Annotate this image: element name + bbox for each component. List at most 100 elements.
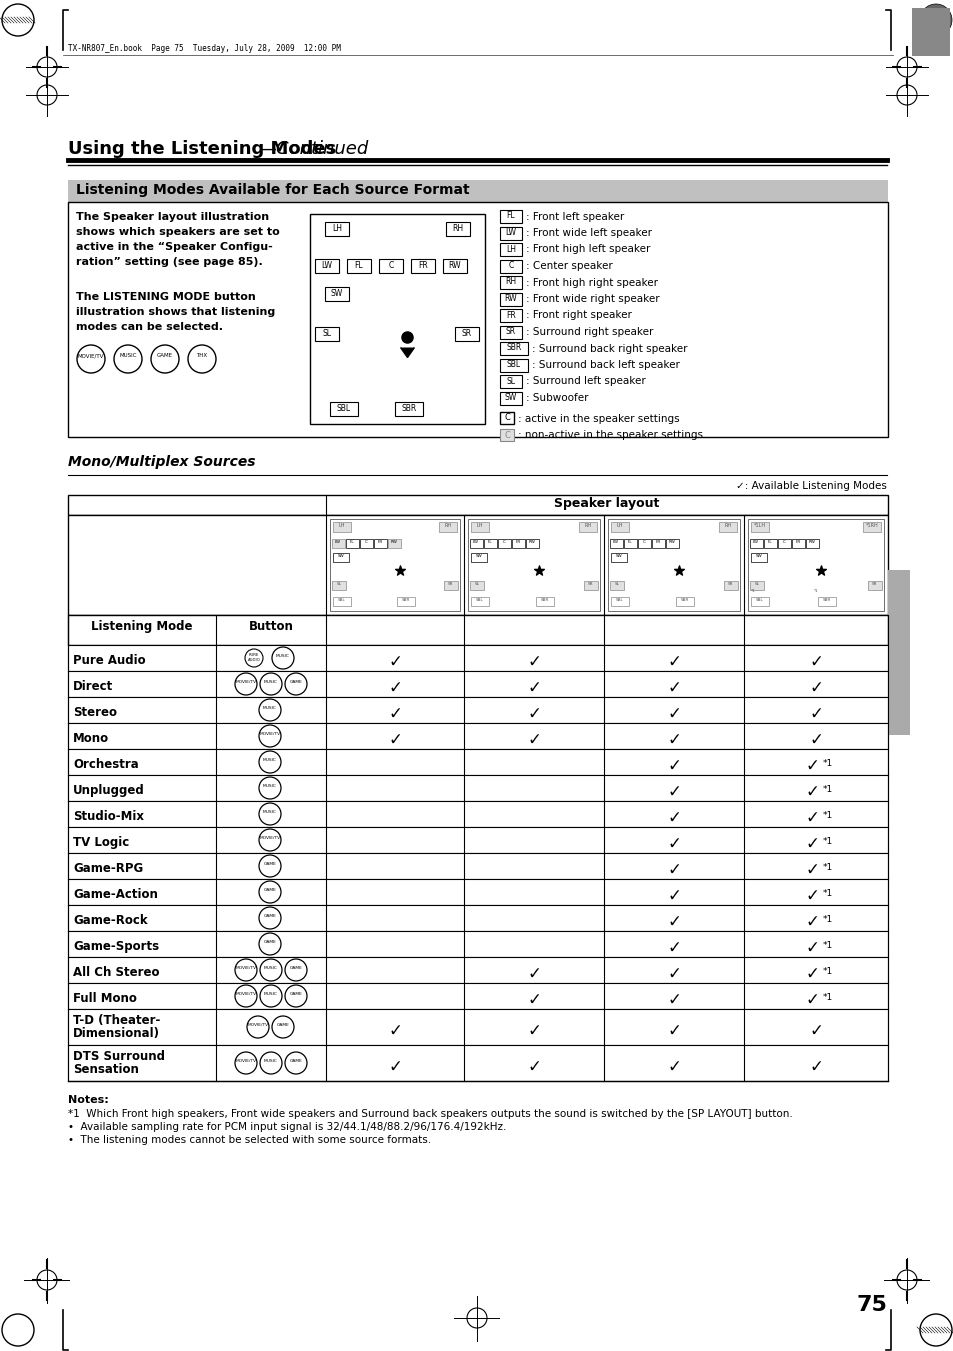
Text: MOVIE/TV: MOVIE/TV — [235, 1059, 256, 1063]
Text: ✓: ✓ — [388, 705, 401, 723]
Circle shape — [260, 985, 282, 1006]
Text: SL: SL — [336, 582, 341, 586]
Bar — [778, 539, 790, 549]
Bar — [68, 671, 887, 697]
Text: ✓: ✓ — [804, 784, 818, 801]
Text: ✓: ✓ — [804, 861, 818, 880]
Text: MOVIE/TV: MOVIE/TV — [235, 966, 256, 970]
Text: 75: 75 — [855, 1296, 886, 1315]
Circle shape — [258, 934, 281, 955]
Text: RH: RH — [444, 523, 451, 528]
Text: FL: FL — [350, 540, 354, 544]
Text: GAME: GAME — [276, 1023, 289, 1027]
Circle shape — [258, 830, 281, 851]
Text: RW: RW — [448, 261, 461, 270]
Bar — [512, 539, 524, 549]
Text: Direct: Direct — [73, 680, 113, 693]
Text: SR: SR — [461, 330, 472, 338]
Bar — [791, 539, 804, 549]
Bar — [68, 1046, 887, 1081]
Text: ✓: ✓ — [666, 913, 680, 931]
Bar — [911, 8, 949, 55]
Bar — [499, 309, 521, 322]
Bar — [68, 180, 887, 203]
Text: : Surround back right speaker: : Surround back right speaker — [532, 343, 687, 354]
Text: GAME: GAME — [290, 992, 302, 996]
Bar — [395, 403, 422, 416]
Text: : Subwoofer: : Subwoofer — [525, 393, 588, 403]
Text: SBL: SBL — [336, 404, 351, 413]
Text: MOVIE/TV: MOVIE/TV — [235, 680, 256, 684]
Bar — [723, 581, 738, 590]
Text: RH: RH — [723, 523, 731, 528]
Text: SR: SR — [505, 327, 516, 336]
Text: SW: SW — [504, 393, 517, 403]
Text: SW: SW — [476, 554, 482, 558]
Text: ✓: ✓ — [388, 1021, 401, 1040]
Text: SBR: SBR — [401, 404, 416, 413]
Bar — [68, 203, 887, 436]
Text: : Front wide left speaker: : Front wide left speaker — [525, 228, 651, 238]
Text: ✓: ✓ — [666, 888, 680, 905]
Bar — [68, 1009, 887, 1046]
Text: active in the “Speaker Configu-: active in the “Speaker Configu- — [76, 242, 273, 253]
Bar — [499, 276, 521, 289]
Bar — [68, 984, 887, 1009]
Text: SL: SL — [322, 330, 331, 338]
Circle shape — [188, 345, 215, 373]
Bar — [749, 539, 762, 549]
Text: Mono: Mono — [73, 732, 109, 744]
Text: Game-Action: Game-Action — [73, 888, 157, 901]
Text: TV Logic: TV Logic — [73, 836, 129, 848]
Bar — [536, 597, 554, 607]
Bar — [455, 327, 478, 340]
Bar — [310, 213, 484, 424]
Circle shape — [258, 881, 281, 902]
Text: ✓: ✓ — [666, 653, 680, 671]
Text: Listening Mode: Listening Mode — [91, 620, 193, 634]
Circle shape — [285, 985, 307, 1006]
Bar — [68, 880, 887, 905]
Text: : Center speaker: : Center speaker — [525, 261, 612, 272]
Text: LW: LW — [473, 540, 478, 544]
Text: Using the Listening Modes: Using the Listening Modes — [68, 141, 335, 158]
Text: LW: LW — [505, 228, 516, 236]
Circle shape — [258, 751, 281, 773]
Bar — [578, 521, 597, 532]
Text: LH: LH — [616, 523, 622, 528]
Bar — [499, 293, 521, 305]
Text: *1: *1 — [822, 889, 832, 898]
Bar — [750, 521, 768, 532]
Text: *1: *1 — [822, 838, 832, 846]
Text: LH: LH — [332, 224, 341, 232]
Text: MUSIC: MUSIC — [275, 654, 290, 658]
Bar — [651, 539, 664, 549]
Bar — [443, 581, 457, 590]
Text: FL: FL — [767, 540, 772, 544]
Bar — [609, 539, 622, 549]
Text: MUSIC: MUSIC — [264, 1059, 277, 1063]
Text: RW: RW — [504, 295, 517, 303]
Bar — [314, 327, 338, 340]
Text: ✓: ✓ — [388, 680, 401, 697]
Text: illustration shows that listening: illustration shows that listening — [76, 307, 275, 317]
Text: RW: RW — [668, 540, 675, 544]
Text: SR: SR — [871, 582, 877, 586]
Bar — [68, 852, 887, 880]
Bar — [68, 494, 887, 515]
Text: All Ch Stereo: All Ch Stereo — [73, 966, 159, 979]
Bar — [470, 581, 483, 590]
Text: ✓: ✓ — [804, 809, 818, 827]
Bar — [325, 286, 349, 301]
Text: MUSIC: MUSIC — [264, 966, 277, 970]
Text: ✓: ✓ — [526, 680, 540, 697]
Text: MOVIE/TV: MOVIE/TV — [78, 353, 104, 358]
Text: Notes:: Notes: — [68, 1096, 109, 1105]
Circle shape — [258, 802, 281, 825]
Bar — [359, 539, 373, 549]
Text: SL: SL — [474, 582, 479, 586]
Circle shape — [234, 673, 256, 694]
Text: LH: LH — [505, 245, 516, 254]
Bar — [525, 539, 538, 549]
Bar — [330, 519, 459, 611]
